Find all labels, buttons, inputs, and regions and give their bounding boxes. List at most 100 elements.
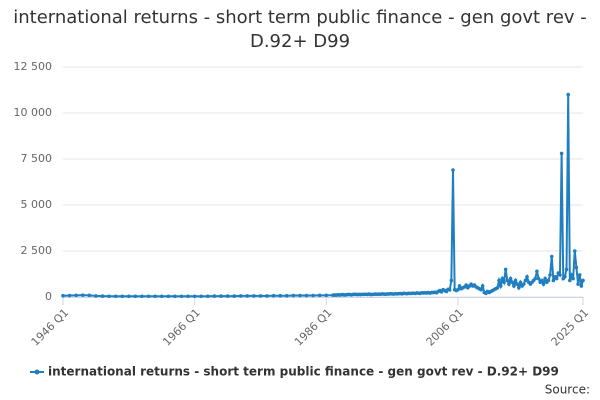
point — [503, 267, 508, 272]
point — [540, 278, 544, 283]
legend-label: international returns - short term publi… — [48, 365, 559, 379]
series-line — [62, 94, 584, 298]
point — [457, 284, 462, 288]
point — [559, 151, 564, 156]
point — [120, 294, 125, 299]
point — [479, 287, 483, 292]
point — [100, 294, 105, 298]
point — [518, 280, 523, 285]
point — [480, 284, 485, 288]
point — [447, 288, 452, 292]
point — [548, 273, 552, 277]
point — [566, 92, 570, 97]
point — [535, 269, 539, 274]
point — [146, 294, 151, 299]
point — [517, 286, 521, 290]
y-tick-label: 7 500 — [21, 152, 53, 165]
point — [572, 249, 577, 253]
point — [186, 294, 190, 299]
point — [212, 294, 217, 298]
point — [456, 287, 460, 292]
point — [464, 283, 468, 287]
point — [179, 294, 184, 299]
point — [546, 278, 551, 283]
point — [577, 273, 582, 277]
point — [507, 282, 511, 286]
point — [510, 280, 515, 285]
point — [508, 276, 513, 281]
point — [541, 282, 546, 286]
point — [238, 294, 243, 298]
point — [140, 294, 144, 299]
y-tick-label: 12 500 — [14, 60, 53, 73]
x-tick-label: 1986 Q1 — [292, 306, 335, 349]
source: Source: — [545, 383, 590, 397]
point — [166, 294, 171, 299]
point — [311, 293, 315, 298]
point — [558, 273, 562, 277]
point — [206, 294, 210, 299]
point — [94, 294, 98, 298]
point — [159, 294, 164, 299]
point — [498, 284, 503, 288]
point — [278, 293, 283, 298]
point — [324, 293, 329, 298]
point — [265, 294, 269, 298]
x-tick-label: 1966 Q1 — [160, 306, 203, 349]
point — [579, 284, 584, 288]
point — [127, 294, 131, 299]
point — [113, 294, 118, 299]
point — [199, 294, 204, 299]
point — [258, 294, 263, 298]
point — [232, 294, 236, 298]
point — [502, 280, 506, 285]
point — [449, 278, 454, 283]
point — [505, 278, 510, 283]
point — [284, 293, 289, 298]
point — [107, 294, 111, 299]
legend-marker — [34, 369, 40, 375]
point — [525, 274, 529, 279]
x-tick-label: 2025 Q1 — [549, 306, 592, 349]
point — [291, 293, 296, 298]
point — [495, 286, 500, 290]
point — [317, 293, 322, 298]
point — [133, 294, 138, 299]
point — [80, 293, 85, 297]
point — [564, 267, 569, 272]
point — [219, 294, 223, 298]
point — [543, 276, 547, 281]
point — [554, 276, 559, 281]
y-tick-label: 5 000 — [21, 198, 53, 211]
point — [536, 276, 541, 281]
y-tick-label: 10 000 — [14, 106, 53, 119]
point — [67, 293, 72, 298]
point — [61, 293, 65, 298]
point — [569, 273, 574, 277]
point — [192, 294, 197, 299]
point — [271, 293, 276, 298]
point — [225, 294, 230, 298]
point — [298, 293, 302, 298]
point — [252, 294, 256, 298]
point — [574, 265, 579, 270]
point — [74, 293, 78, 298]
point — [173, 294, 177, 299]
point — [523, 278, 528, 283]
point — [513, 278, 518, 283]
point — [551, 278, 556, 283]
point — [549, 254, 554, 259]
point — [512, 284, 516, 288]
point — [500, 276, 505, 281]
point — [581, 278, 585, 283]
point — [245, 294, 250, 298]
point — [515, 282, 519, 286]
y-tick-label: 0 — [45, 290, 52, 303]
point — [563, 274, 567, 279]
point — [521, 282, 526, 286]
point — [153, 294, 157, 299]
point — [451, 168, 455, 172]
point — [497, 278, 501, 283]
